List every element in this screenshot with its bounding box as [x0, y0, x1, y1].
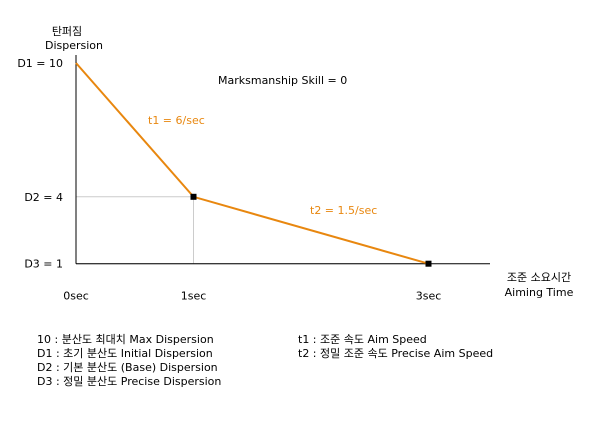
legend-item: D1 : 초기 분산도 Initial Dispersion: [37, 347, 213, 360]
x-axis-label: Aiming Time: [505, 286, 574, 299]
tick-labels: D1 = 10 D2 = 4 D3 = 1 0sec 1sec 3sec: [17, 57, 441, 303]
legend-item: D2 : 기본 분산도 (Base) Dispersion: [37, 361, 218, 374]
x-tick-label: 3sec: [416, 290, 442, 303]
legend-item: 10 : 분산도 최대치 Max Dispersion: [37, 333, 214, 346]
segment-label-t2: t2 = 1.5/sec: [310, 204, 377, 217]
dispersion-line: [75, 62, 429, 265]
segment-label-t1: t1 = 6/sec: [148, 114, 205, 127]
data-point-marker: [190, 193, 197, 200]
dispersion-chart: D1 = 10 D2 = 4 D3 = 1 0sec 1sec 3sec 탄퍼짐 Disp…: [17, 25, 574, 303]
y-tick-label: D3 = 1: [24, 258, 63, 271]
legend-speeds: t1 : 조준 속도 Aim Speed t2 : 정밀 조준 속도 Preci…: [298, 333, 493, 361]
x-tick-label: 1sec: [181, 290, 207, 303]
y-tick-label: D1 = 10: [17, 57, 63, 70]
legend-item: t2 : 정밀 조준 속도 Precise Aim Speed: [298, 347, 494, 360]
data-point-marker: [425, 260, 432, 267]
legend-item: t1 : 조준 속도 Aim Speed: [298, 333, 427, 346]
x-axis-label-ko: 조준 소요시간: [507, 271, 571, 284]
y-tick-label: D2 = 4: [24, 191, 63, 204]
y-axis-label: Dispersion: [45, 39, 103, 52]
legend-item: D3 : 정밀 분산도 Precise Dispersion: [37, 375, 222, 388]
markers: [190, 193, 432, 267]
y-axis-label-ko: 탄퍼짐: [52, 25, 82, 38]
legend-definitions: 10 : 분산도 최대치 Max Dispersion D1 : 초기 분산도 …: [37, 333, 221, 389]
x-tick-label: 0sec: [63, 290, 89, 303]
skill-annotation: Marksmanship Skill = 0: [218, 74, 347, 87]
